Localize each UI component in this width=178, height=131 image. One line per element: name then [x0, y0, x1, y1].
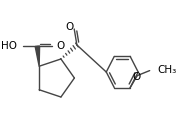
- Text: HO: HO: [1, 41, 17, 51]
- Text: CH₃: CH₃: [158, 65, 177, 75]
- Text: O: O: [132, 72, 140, 82]
- Text: O: O: [57, 41, 65, 51]
- Text: O: O: [66, 22, 74, 32]
- Polygon shape: [35, 46, 40, 66]
